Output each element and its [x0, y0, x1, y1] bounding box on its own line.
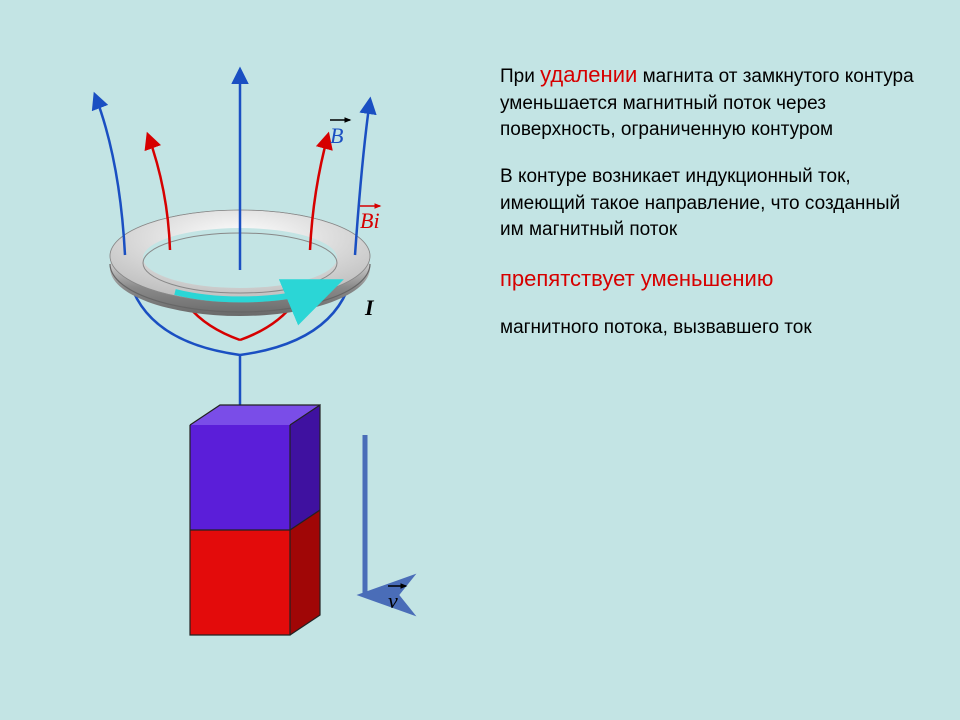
label-v: v — [388, 588, 398, 614]
paragraph-2: В контуре возникает индукционный ток, им… — [500, 164, 920, 244]
paragraph-3: препятствует уменьшению — [500, 264, 920, 295]
magnet-south-front — [190, 530, 290, 635]
explanation-text: При удалении магнита от замкнутого конту… — [500, 60, 920, 361]
label-b: B — [330, 123, 343, 149]
paragraph-1: При удалении магнита от замкнутого конту… — [500, 60, 920, 144]
magnet-south-side — [290, 510, 320, 635]
diagram-area: B Bi I v — [30, 40, 470, 690]
magnet-north-front — [190, 425, 290, 530]
physics-diagram — [30, 40, 470, 690]
magnet-north-side — [290, 405, 320, 530]
paragraph-4: магнитного потока, вызвавшего ток — [500, 315, 920, 342]
p1-pre: При — [500, 66, 540, 87]
label-bi: Bi — [360, 208, 380, 234]
p1-highlight: удалении — [540, 62, 637, 87]
bar-magnet — [190, 405, 320, 635]
label-i: I — [365, 295, 374, 321]
